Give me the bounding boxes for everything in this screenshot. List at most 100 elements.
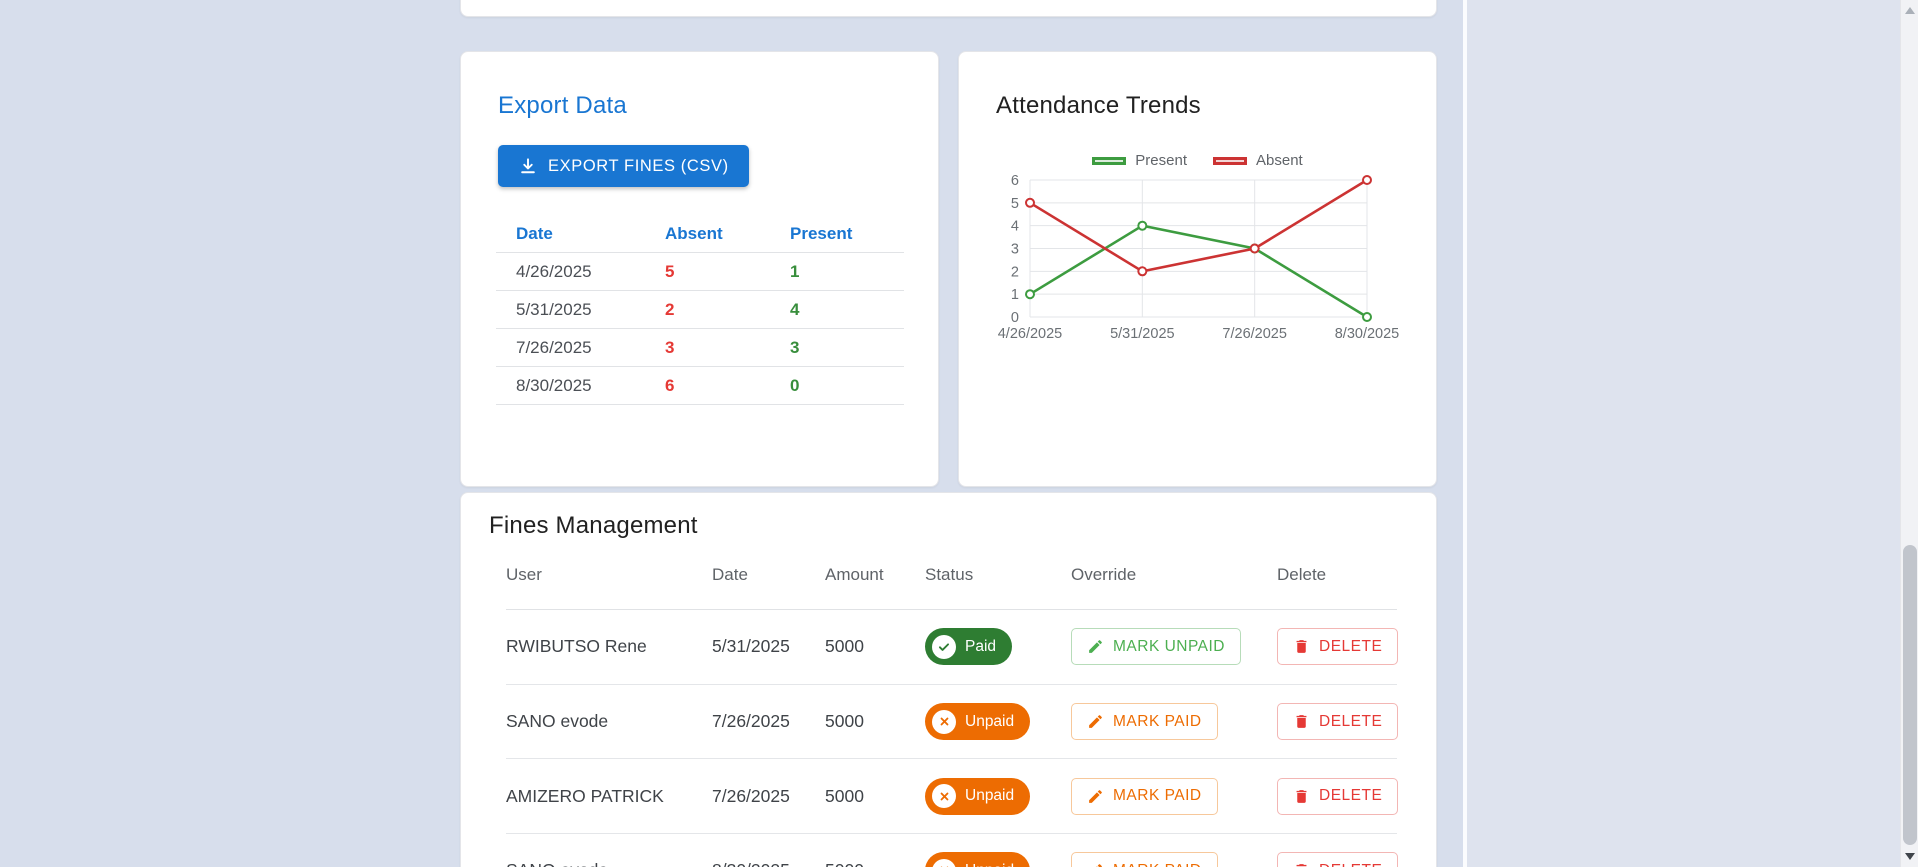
- export-summary-table: Date Absent Present 4/26/2025 5 1 5/31/2025 2 4…: [496, 215, 904, 405]
- delete-button[interactable]: DELETE: [1277, 852, 1399, 867]
- pencil-icon: [1087, 788, 1104, 805]
- mark-unpaid-button[interactable]: MARK UNPAID: [1071, 628, 1242, 666]
- export-present-cell: 1: [790, 261, 800, 281]
- override-button-label: MARK UNPAID: [1113, 637, 1226, 655]
- export-table-row: 4/26/2025 5 1: [496, 253, 904, 291]
- export-table-body: 4/26/2025 5 1 5/31/2025 2 4 7/26/2025 3 3 8/30/20…: [496, 253, 904, 405]
- export-button-label: EXPORT FINES (CSV): [548, 156, 729, 175]
- x-circle-icon: [932, 858, 956, 867]
- fines-column-header: Amount: [825, 565, 884, 584]
- scroll-up-button[interactable]: [1901, 2, 1918, 19]
- fines-column-header: Delete: [1277, 565, 1327, 584]
- export-present-cell: 4: [790, 299, 800, 319]
- export-data-card: Export Data EXPORT FINES (CSV) Date Absen…: [460, 51, 939, 487]
- export-table-header: Date Absent Present: [496, 215, 904, 253]
- svg-text:0: 0: [1011, 310, 1019, 326]
- export-column-header: Date: [516, 223, 553, 243]
- mark-paid-button[interactable]: MARK PAID: [1071, 703, 1218, 741]
- pencil-icon: [1087, 713, 1104, 730]
- table-row: SANO evode 8/30/2025 5000 Unpaid MARK PAID DE…: [506, 834, 1399, 867]
- previous-card-edge: [460, 0, 1437, 17]
- svg-text:6: 6: [1011, 173, 1019, 189]
- delete-button[interactable]: DELETE: [1277, 777, 1399, 815]
- fine-date: 5/31/2025: [712, 636, 790, 657]
- legend-label: Present: [1135, 152, 1187, 169]
- trash-icon: [1293, 788, 1310, 805]
- pencil-icon: [1087, 862, 1104, 867]
- status-label: Unpaid: [965, 712, 1015, 730]
- trash-icon: [1293, 713, 1310, 730]
- panel-divider: [1463, 0, 1467, 867]
- fines-column-header: Status: [925, 565, 974, 584]
- legend-label: Absent: [1256, 152, 1303, 169]
- delete-button[interactable]: DELETE: [1277, 703, 1399, 741]
- fine-amount: 5000: [825, 636, 864, 657]
- fine-amount: 5000: [825, 834, 864, 867]
- status-label: Paid: [965, 637, 997, 655]
- fine-amount: 5000: [825, 785, 864, 806]
- pencil-icon: [1087, 638, 1104, 655]
- fine-date: 7/26/2025: [712, 785, 790, 806]
- fine-user: SANO evode: [506, 834, 608, 867]
- fine-date: 8/30/2025: [712, 834, 790, 867]
- export-table-row: 8/30/2025 6 0: [496, 367, 904, 405]
- table-row: RWIBUTSO Rene 5/31/2025 5000 Paid MARK UNPAI…: [506, 610, 1399, 685]
- svg-text:5: 5: [1011, 196, 1019, 212]
- trash-icon: [1293, 638, 1310, 655]
- svg-text:2: 2: [1011, 264, 1019, 280]
- svg-text:4/26/2025: 4/26/2025: [998, 326, 1063, 342]
- export-absent-cell: 2: [665, 299, 675, 319]
- status-badge: Unpaid: [925, 703, 1031, 741]
- svg-text:5/31/2025: 5/31/2025: [1110, 326, 1175, 342]
- scroll-down-button[interactable]: [1901, 848, 1918, 865]
- legend-swatch-icon: [1092, 156, 1127, 165]
- chevron-down-icon: [1905, 853, 1915, 860]
- vertical-scrollbar[interactable]: [1900, 0, 1918, 867]
- fines-table-body: RWIBUTSO Rene 5/31/2025 5000 Paid MARK UNPAI…: [506, 610, 1399, 867]
- export-fines-csv-button[interactable]: EXPORT FINES (CSV): [498, 145, 749, 187]
- download-icon: [518, 156, 538, 176]
- scrollbar-thumb[interactable]: [1903, 545, 1917, 845]
- fines-column-header: Date: [712, 565, 748, 584]
- fine-user: AMIZERO PATRICK: [506, 785, 664, 806]
- export-absent-cell: 6: [665, 375, 675, 395]
- status-label: Unpaid: [965, 862, 1014, 867]
- fine-user: SANO evode: [506, 711, 609, 732]
- mark-paid-button[interactable]: MARK PAID: [1071, 777, 1218, 815]
- fines-card-title: Fines Management: [489, 512, 698, 539]
- delete-button[interactable]: DELETE: [1277, 628, 1399, 666]
- check-circle-icon: [932, 634, 956, 659]
- override-button-label: MARK PAID: [1113, 712, 1202, 730]
- override-button-label: MARK PAID: [1113, 787, 1202, 805]
- trash-icon: [1293, 862, 1310, 867]
- legend-item[interactable]: Absent: [1213, 152, 1303, 169]
- svg-text:8/30/2025: 8/30/2025: [1335, 326, 1400, 342]
- status-badge: Unpaid: [925, 777, 1031, 815]
- status-badge: Unpaid: [925, 852, 1031, 867]
- export-column-header: Present: [790, 223, 853, 243]
- x-circle-icon: [932, 784, 956, 809]
- export-date-cell: 5/31/2025: [516, 299, 592, 319]
- export-date-cell: 8/30/2025: [516, 375, 592, 395]
- delete-button-label: DELETE: [1319, 787, 1383, 805]
- fines-column-header: Override: [1071, 565, 1137, 584]
- legend-swatch-icon: [1213, 156, 1247, 165]
- chart-legend: Present Absent: [959, 152, 1436, 169]
- attendance-chart: 0 1 2 3 4 5 6 4/26/2025 5/31/2025 7/26/2025 8/30/2…: [998, 173, 1400, 342]
- mark-paid-button[interactable]: MARK PAID: [1071, 852, 1218, 867]
- fine-user: RWIBUTSO Rene: [506, 636, 647, 657]
- svg-text:3: 3: [1011, 242, 1019, 258]
- attendance-trends-card: Attendance Trends Present Absent 0 1 2 3 4 5 6 4…: [958, 51, 1437, 487]
- status-badge: Paid: [925, 628, 1013, 666]
- delete-button-label: DELETE: [1319, 862, 1382, 867]
- legend-item[interactable]: Present: [1092, 152, 1187, 169]
- x-circle-icon: [932, 709, 956, 734]
- export-table-row: 7/26/2025 3 3: [496, 329, 904, 367]
- table-row: SANO evode 7/26/2025 5000 Unpaid MARK PAID DE…: [506, 685, 1399, 760]
- export-table-row: 5/31/2025 2 4: [496, 291, 904, 329]
- export-present-cell: 0: [790, 375, 800, 395]
- fine-amount: 5000: [825, 711, 864, 732]
- table-header-divider: [506, 609, 1397, 610]
- svg-text:7/26/2025: 7/26/2025: [1222, 326, 1287, 342]
